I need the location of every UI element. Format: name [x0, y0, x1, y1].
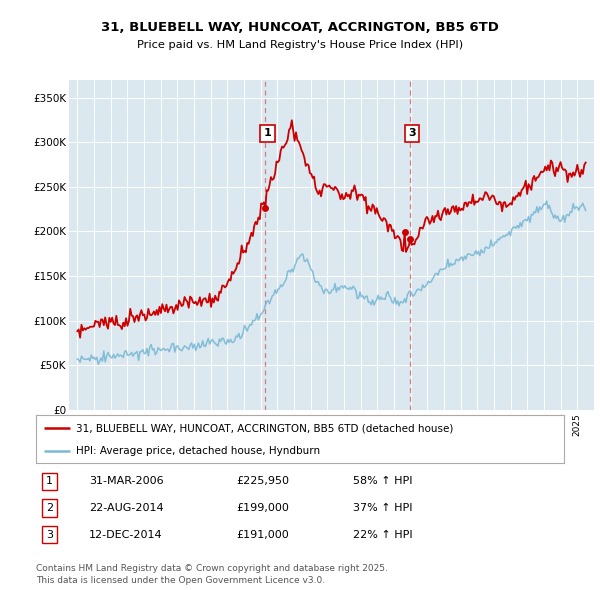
Text: 31, BLUEBELL WAY, HUNCOAT, ACCRINGTON, BB5 6TD (detached house): 31, BLUEBELL WAY, HUNCOAT, ACCRINGTON, B…: [76, 423, 453, 433]
Text: 3: 3: [409, 128, 416, 138]
Text: Contains HM Land Registry data © Crown copyright and database right 2025.
This d: Contains HM Land Registry data © Crown c…: [36, 565, 388, 585]
Text: 2: 2: [46, 503, 53, 513]
Text: 22-AUG-2014: 22-AUG-2014: [89, 503, 163, 513]
Text: 3: 3: [46, 530, 53, 539]
Text: £199,000: £199,000: [236, 503, 290, 513]
Text: 22% ↑ HPI: 22% ↑ HPI: [353, 530, 412, 539]
Text: 1: 1: [46, 477, 53, 487]
Text: 1: 1: [263, 128, 271, 138]
Text: 31, BLUEBELL WAY, HUNCOAT, ACCRINGTON, BB5 6TD: 31, BLUEBELL WAY, HUNCOAT, ACCRINGTON, B…: [101, 21, 499, 34]
Text: HPI: Average price, detached house, Hyndburn: HPI: Average price, detached house, Hynd…: [76, 446, 320, 456]
Text: 12-DEC-2014: 12-DEC-2014: [89, 530, 163, 539]
Text: 58% ↑ HPI: 58% ↑ HPI: [353, 477, 412, 487]
Text: 31-MAR-2006: 31-MAR-2006: [89, 477, 163, 487]
Text: 37% ↑ HPI: 37% ↑ HPI: [353, 503, 412, 513]
Text: £225,950: £225,950: [236, 477, 290, 487]
Text: Price paid vs. HM Land Registry's House Price Index (HPI): Price paid vs. HM Land Registry's House …: [137, 40, 463, 50]
Text: £191,000: £191,000: [236, 530, 289, 539]
